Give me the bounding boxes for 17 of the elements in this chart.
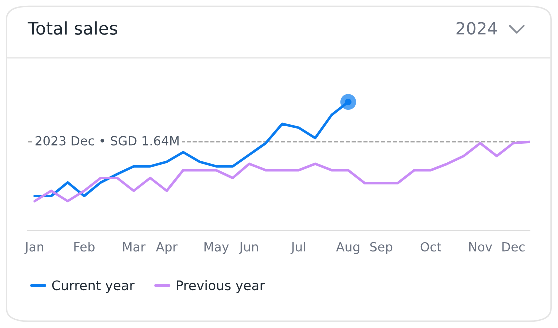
x-tick-label: Jan	[24, 242, 44, 254]
x-tick-label: Sep	[370, 242, 393, 254]
x-tick-label: Jul	[290, 242, 306, 254]
x-tick-label: Jun	[239, 242, 258, 254]
x-tick-label: Nov	[470, 242, 492, 252]
legend-label: Previous year	[177, 280, 266, 294]
x-tick-label: Feb	[74, 242, 95, 252]
x-tick-label: Dec	[502, 242, 525, 252]
x-tick-label: Aug	[336, 242, 360, 254]
x-tick-label: Oct	[420, 242, 442, 252]
chart-subtitle: 2024	[456, 22, 498, 35]
legend-label: Current year	[52, 280, 135, 294]
ref-line-label: 2023 Dec • SGD 1.64M	[36, 136, 179, 146]
x-tick-label: Apr	[156, 242, 178, 254]
chart-title: Total sales	[28, 22, 118, 36]
x-tick-label: May	[204, 242, 230, 254]
x-tick-label: Mar	[123, 242, 146, 252]
